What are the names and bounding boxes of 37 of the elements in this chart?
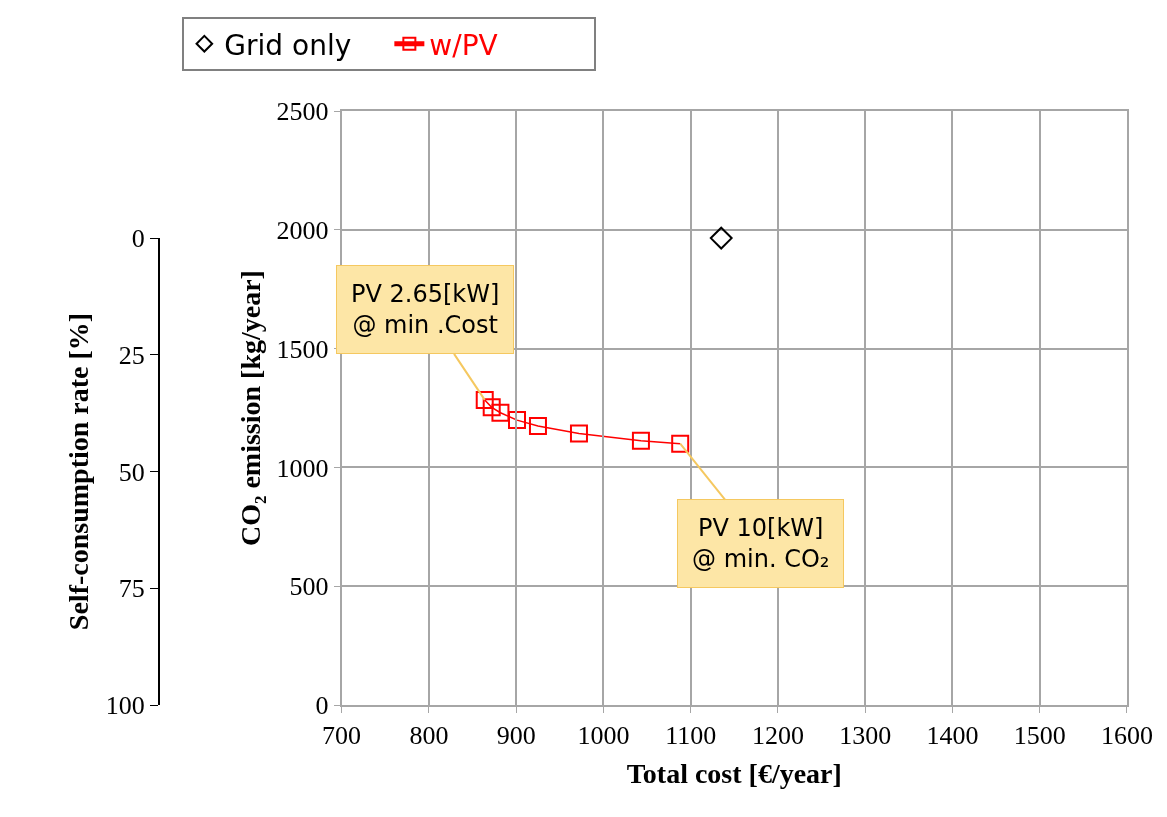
- x-tick-label: 1200: [751, 721, 804, 751]
- x-tick-label: 900: [496, 721, 536, 751]
- x-tick-label: 800: [409, 721, 449, 751]
- point: [475, 390, 494, 409]
- annotation: PV 10[kW] @ min. CO₂: [692, 514, 830, 574]
- point: [528, 417, 547, 436]
- point: [491, 403, 510, 422]
- x-tick-label: 1500: [1013, 721, 1066, 751]
- y-tick-label: 2500: [276, 97, 329, 127]
- x-tick-label: 1400: [926, 721, 979, 751]
- y-tick-label: 1000: [276, 453, 329, 483]
- legend-label: w/PV: [429, 28, 498, 62]
- y-tick-label: 0: [315, 691, 329, 721]
- annotation: PV 2.65[kW] @ min .Cost: [351, 280, 500, 340]
- y2-tick-label: 25: [118, 340, 145, 370]
- point: [508, 411, 527, 430]
- legend-label: Grid only: [224, 28, 352, 62]
- y2-tick-label: 75: [118, 574, 145, 604]
- x-axis-title: Total cost [€/year]: [626, 757, 842, 789]
- x-tick-label: 1000: [577, 721, 630, 751]
- x-tick-label: 700: [322, 721, 362, 751]
- y2-tick-label: 50: [118, 457, 145, 487]
- point: [569, 424, 588, 443]
- x-tick-label: 1300: [839, 721, 892, 751]
- y2-tick-label: 100: [105, 691, 145, 721]
- point: [709, 226, 733, 250]
- y-axis-title: CO₂ emission [kg/year]: [234, 270, 266, 546]
- x-tick-label: 1600: [1101, 721, 1153, 751]
- y-tick-label: 2000: [276, 215, 329, 245]
- y-tick-label: 1500: [276, 334, 329, 364]
- point: [671, 434, 690, 453]
- point: [482, 398, 501, 417]
- y2-tick-label: 0: [131, 224, 145, 254]
- y2-axis-title: Self-consumption rate [%]: [62, 312, 94, 631]
- x-tick-label: 1100: [665, 721, 717, 751]
- point: [631, 431, 650, 450]
- y-tick-label: 500: [289, 572, 329, 602]
